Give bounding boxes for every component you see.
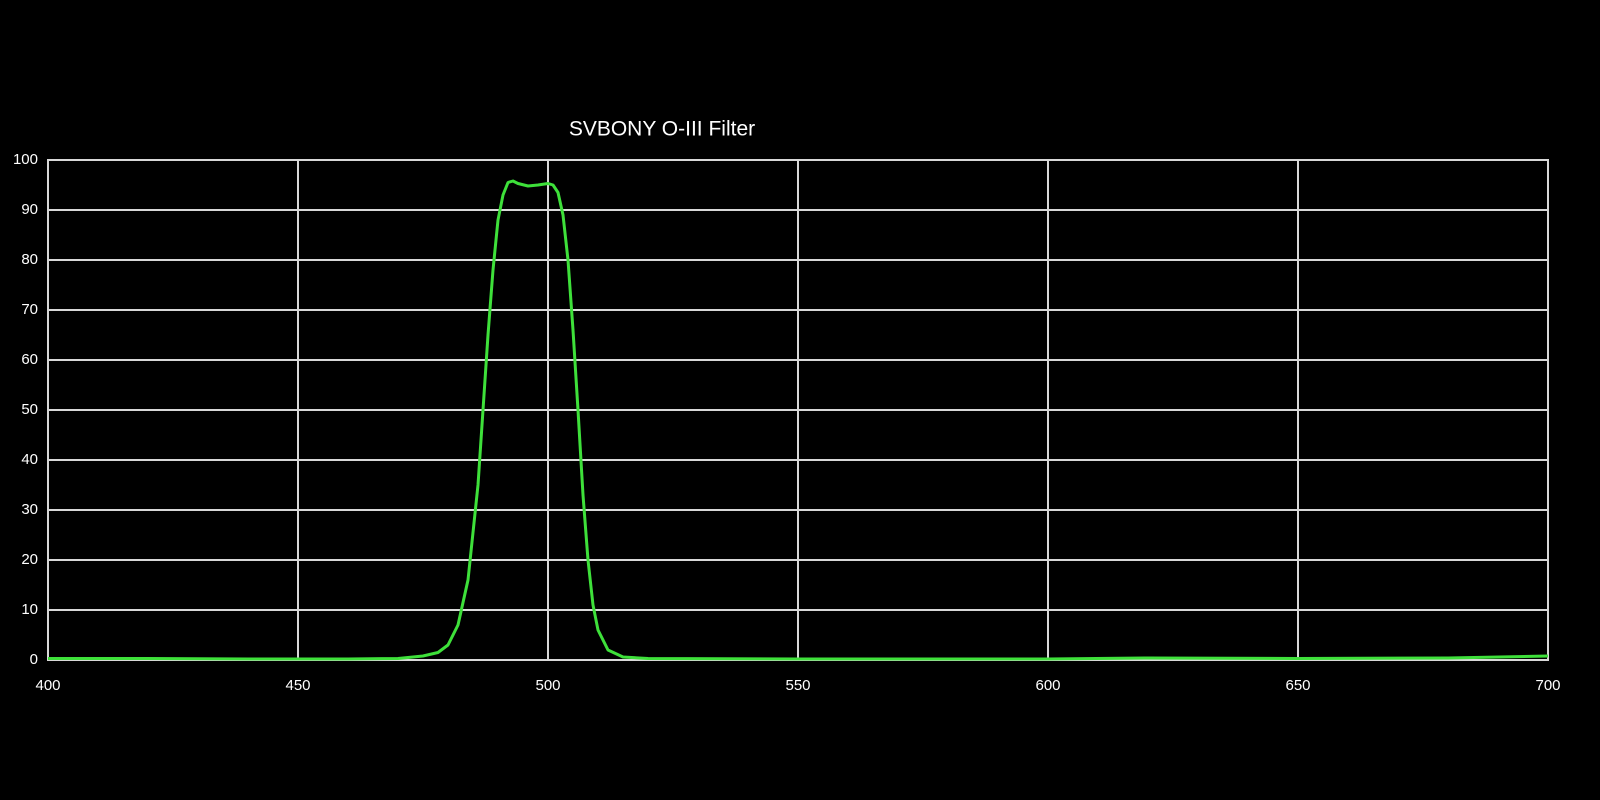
x-tick-label: 600 [1035, 677, 1060, 694]
y-tick-label: 20 [21, 551, 38, 568]
x-tick-label: 700 [1535, 677, 1560, 694]
y-tick-label: 100 [13, 151, 38, 168]
y-tick-label: 90 [21, 201, 38, 218]
x-tick-label: 400 [35, 677, 60, 694]
y-tick-label: 80 [21, 251, 38, 268]
y-tick-label: 30 [21, 501, 38, 518]
y-tick-label: 40 [21, 451, 38, 468]
x-tick-label: 550 [785, 677, 810, 694]
chart-title: SVBONY O-III Filter [569, 118, 755, 141]
y-tick-label: 70 [21, 301, 38, 318]
x-tick-label: 500 [535, 677, 560, 694]
y-tick-label: 0 [30, 651, 38, 668]
x-tick-label: 450 [285, 677, 310, 694]
y-tick-label: 10 [21, 601, 38, 618]
transmission-line [48, 179, 1549, 661]
x-tick-label: 650 [1285, 677, 1310, 694]
y-tick-label: 60 [21, 351, 38, 368]
y-tick-label: 50 [21, 401, 38, 418]
